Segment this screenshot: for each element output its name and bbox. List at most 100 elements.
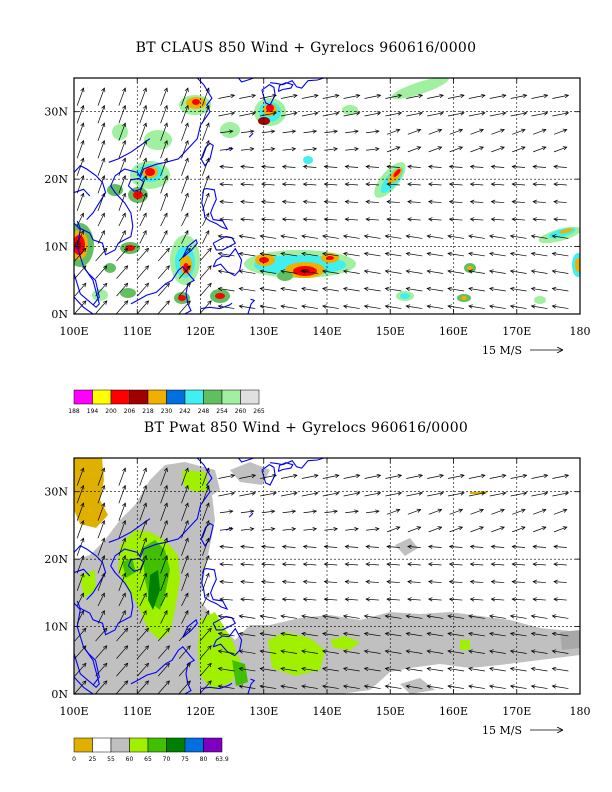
wind-vector bbox=[343, 474, 360, 479]
wind-vector-head bbox=[184, 212, 189, 218]
wind-vector-head bbox=[386, 579, 391, 584]
wind-vector bbox=[239, 253, 256, 257]
wind-vector-head bbox=[543, 93, 549, 99]
wind-vector-head bbox=[184, 157, 189, 163]
wind-vector bbox=[491, 546, 505, 548]
wind-vector-head bbox=[500, 146, 505, 151]
lat-tick-label: 0N bbox=[51, 688, 68, 701]
wind-vector bbox=[181, 105, 189, 124]
wind-vector-head bbox=[511, 199, 517, 205]
wind-vector-head bbox=[344, 199, 350, 204]
wind-vector bbox=[512, 563, 526, 566]
wind-vector bbox=[76, 593, 84, 607]
wind-vector-head bbox=[301, 304, 306, 309]
wind-vector-head bbox=[322, 269, 327, 274]
wind-vector bbox=[282, 581, 296, 583]
wind-vector bbox=[181, 503, 189, 521]
coastline-segment bbox=[83, 266, 100, 306]
wind-vector bbox=[220, 183, 233, 186]
wind-vector bbox=[531, 633, 548, 637]
wind-vector bbox=[385, 685, 402, 689]
wind-vector bbox=[139, 503, 147, 521]
wind-vector bbox=[181, 87, 189, 106]
wind-vector bbox=[364, 668, 381, 672]
wind-vector-head bbox=[163, 157, 168, 163]
coastline-segment bbox=[248, 132, 254, 138]
wind-vector-head bbox=[551, 649, 557, 654]
wind-vector-head bbox=[144, 627, 149, 633]
wind-vector-head bbox=[426, 649, 432, 654]
wind-vector-head bbox=[490, 199, 496, 204]
wind-vector-head bbox=[386, 217, 391, 222]
wind-vector bbox=[512, 598, 526, 601]
wind-vector-head bbox=[395, 146, 401, 151]
wind-vector-head bbox=[460, 491, 465, 496]
wind-vector bbox=[260, 474, 277, 479]
wind-vector bbox=[553, 183, 567, 186]
wind-vector bbox=[139, 213, 147, 227]
wind-vector-head bbox=[230, 473, 236, 479]
wind-vector-head bbox=[509, 631, 515, 636]
wind-vector bbox=[282, 201, 296, 203]
wind-vector bbox=[137, 663, 149, 677]
wind-vector bbox=[260, 253, 277, 257]
wind-vector-head bbox=[562, 526, 568, 531]
wind-vector-head bbox=[207, 300, 212, 305]
wind-vector bbox=[160, 87, 168, 106]
panel2-title: BT Pwat 850 Wind + Gyrelocs 960616/0000 bbox=[143, 420, 469, 436]
wind-vector bbox=[428, 526, 442, 533]
wind-vector-head bbox=[312, 146, 318, 152]
wind-vector bbox=[95, 628, 108, 642]
wind-vector-head bbox=[217, 286, 223, 292]
wind-vector-head bbox=[184, 502, 189, 508]
wind-vector bbox=[406, 270, 423, 274]
lon-tick-label: 160E bbox=[439, 705, 468, 718]
wind-vector bbox=[470, 183, 484, 186]
lat-tick-label: 0N bbox=[51, 308, 68, 321]
wind-vector-head bbox=[80, 572, 85, 578]
wind-vector-head bbox=[428, 199, 433, 204]
wind-vector-head bbox=[426, 666, 432, 672]
wind-vector bbox=[449, 201, 463, 203]
wind-vector-head bbox=[142, 502, 147, 508]
wind-vector-head bbox=[511, 182, 517, 187]
wind-vector-head bbox=[314, 111, 319, 116]
wind-vector bbox=[386, 146, 400, 153]
colorbar-label: 55 bbox=[107, 756, 115, 763]
wind-vector-head bbox=[291, 526, 297, 532]
wind-vector-head bbox=[407, 217, 412, 222]
wind-vector bbox=[552, 615, 569, 619]
wind-vector-head bbox=[186, 282, 191, 288]
wind-vector-head bbox=[530, 251, 536, 256]
wind-vector bbox=[218, 235, 235, 239]
wind-vector bbox=[533, 598, 546, 601]
wind-vector-head bbox=[490, 579, 496, 584]
wind-vector bbox=[510, 270, 527, 274]
wind-vector-head bbox=[238, 286, 244, 292]
wind-vector bbox=[239, 474, 256, 479]
wind-vector bbox=[97, 538, 105, 556]
wind-vector bbox=[324, 528, 338, 531]
wind-vector-head bbox=[322, 304, 327, 309]
colorbar-swatch bbox=[110, 389, 130, 405]
wind-vector bbox=[160, 485, 168, 504]
lon-tick-label: 130E bbox=[249, 705, 278, 718]
wind-vector-head bbox=[205, 484, 210, 490]
wind-vector-head bbox=[342, 234, 348, 239]
wind-vector bbox=[449, 146, 463, 153]
wind-vector bbox=[220, 218, 233, 221]
wind-vector-head bbox=[259, 269, 265, 274]
wind-vector bbox=[97, 610, 105, 624]
wind-vector-head bbox=[489, 304, 494, 309]
wind-vector bbox=[489, 235, 506, 239]
coastline-segment bbox=[238, 78, 256, 83]
wind-vector bbox=[118, 105, 126, 124]
wind-vector-head bbox=[384, 269, 390, 274]
wind-vector-head bbox=[342, 684, 348, 689]
wind-vector bbox=[202, 555, 210, 574]
wind-vector-head bbox=[468, 649, 473, 654]
wind-vector-head bbox=[479, 508, 485, 513]
wind-vector-head bbox=[80, 139, 85, 145]
wind-vector bbox=[366, 510, 379, 514]
wind-vector bbox=[489, 288, 506, 292]
